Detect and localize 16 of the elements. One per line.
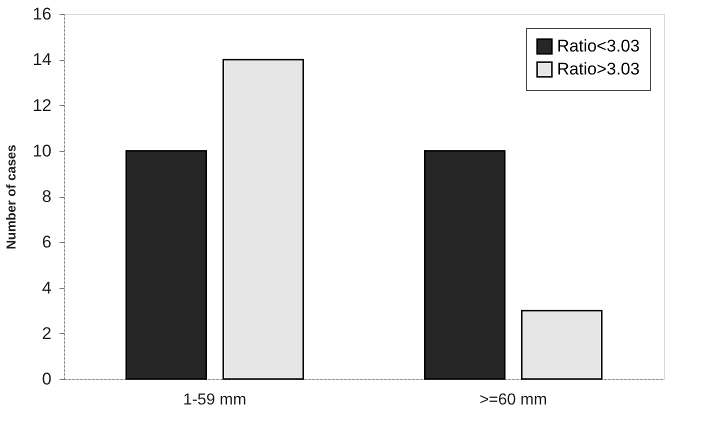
legend-label: Ratio<3.03 (557, 36, 640, 56)
bar (424, 150, 506, 380)
y-tick-label: 8 (42, 187, 52, 206)
y-tick-label: 2 (42, 324, 52, 343)
y-tick-label: 0 (42, 370, 52, 388)
legend-label: Ratio>3.03 (557, 60, 640, 78)
y-axis-title: Number of cases (4, 144, 19, 250)
y-tick-label: 16 (32, 4, 52, 24)
y-tick-label: 6 (42, 232, 52, 252)
x-tick-label: >=60 mm (479, 392, 548, 408)
y-tick-label: 12 (32, 96, 52, 115)
bar (125, 150, 207, 380)
x-tick-label: 1-59 mm (183, 392, 246, 408)
y-tick-label: 4 (42, 278, 52, 298)
y-tick-label: 10 (32, 141, 52, 160)
y-tick-label: 14 (32, 50, 52, 70)
